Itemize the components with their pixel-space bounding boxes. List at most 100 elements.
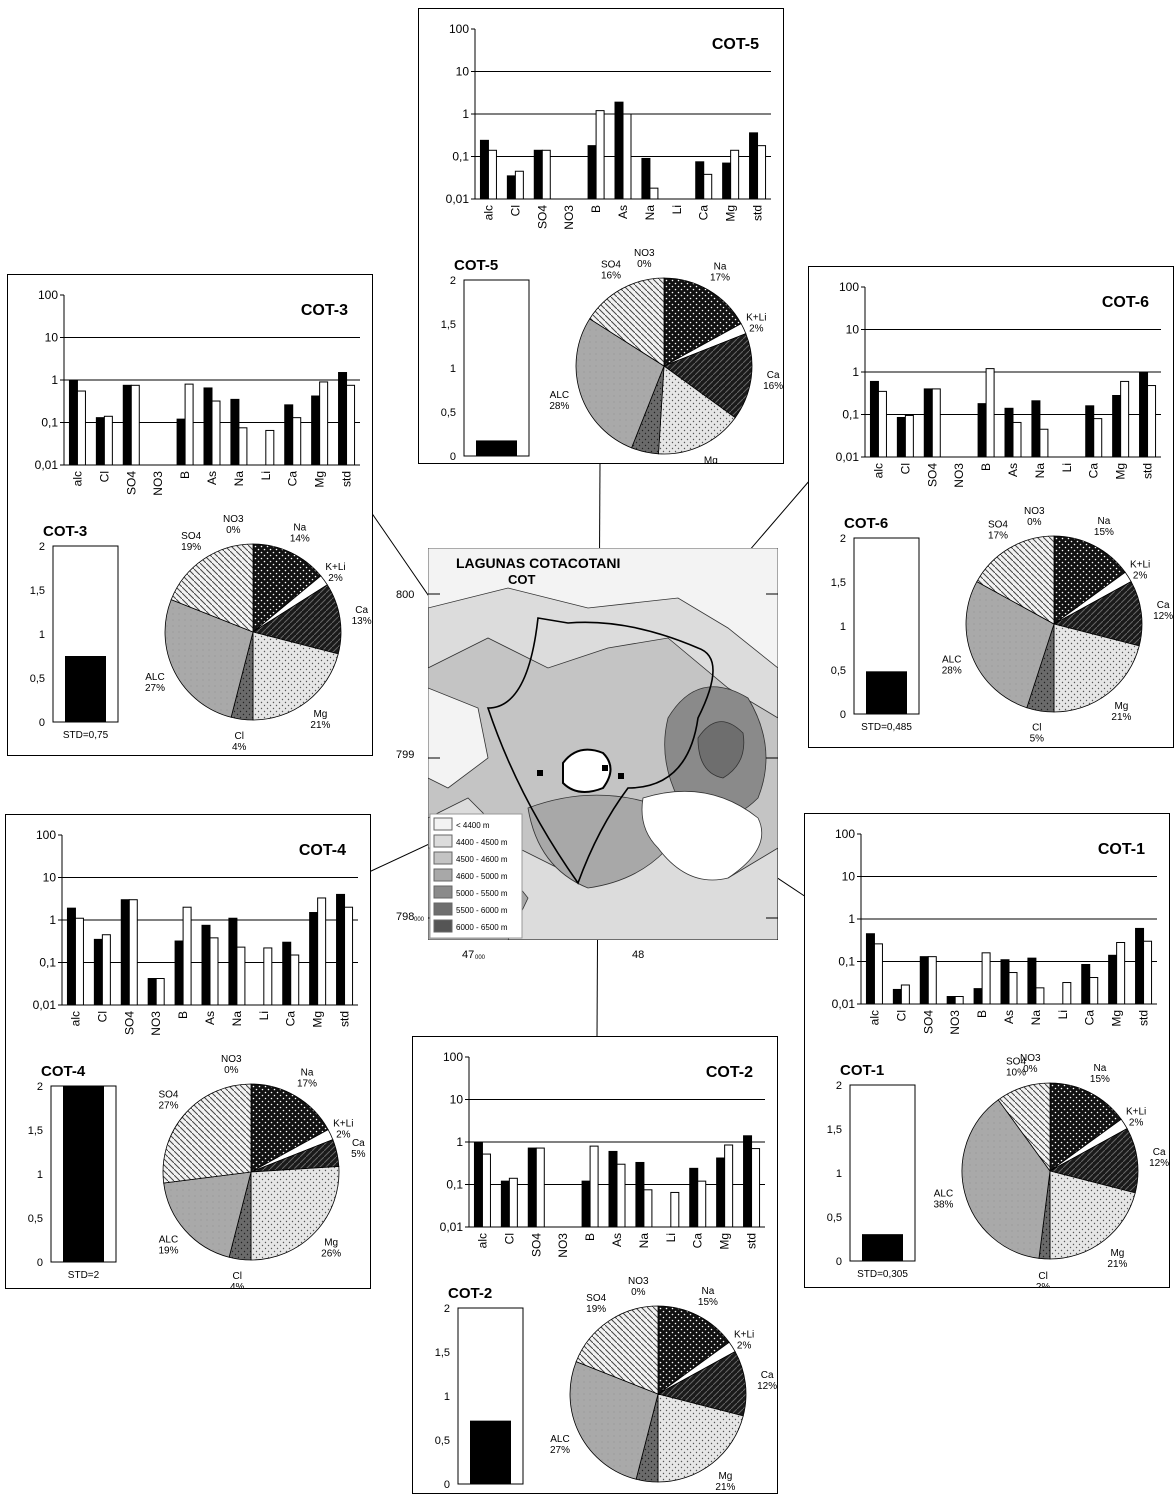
bar-measured [309,912,319,1006]
pie-slice-na [252,543,322,633]
pie-percent: 16% [763,381,783,392]
pie-percent: 21% [310,720,330,731]
pie-slice-ca [656,1351,747,1417]
pie-label: K+Li [325,562,345,573]
pie-label: SO4 [586,1293,606,1304]
x-tick-label: As [205,471,219,485]
map-y-label: 799 [396,749,414,761]
bar-measured [1135,927,1145,1005]
bar-model [703,173,713,200]
std-label: STD=0,305 [857,1269,908,1280]
legend-item: 4500 - 4600 m [456,855,508,864]
pie-slice-na [250,1083,329,1173]
y-tick-label: 10 [846,323,860,337]
bar-model [724,1144,734,1228]
bar-model [900,984,910,1005]
bar-model [1012,421,1022,458]
bar-model [209,937,219,1006]
bar-model [730,149,740,200]
std-tick-label: 0,5 [28,1213,43,1225]
y-tick-label: 0,01 [35,458,59,472]
x-tick-label: As [616,205,630,219]
pie-percent: 17% [988,530,1008,541]
bar-model [481,1153,491,1228]
y-tick-label: 10 [43,871,57,885]
pie-percent: 5% [1030,734,1045,745]
std-tick-label: 2 [444,1303,450,1315]
pie-label: ALC [159,1235,178,1246]
std-tick-label: 0 [836,1256,842,1268]
std-bar [866,671,907,714]
x-tick-label: NO3 [151,471,165,496]
y-tick-label: 0,01 [836,450,860,464]
bar-measured [93,938,103,1006]
bar-model [130,384,140,466]
legend-item: 4600 - 5000 m [456,872,508,881]
x-tick-label: Na [232,471,246,487]
y-tick-label: 100 [839,280,859,294]
std-tick-label: 1,5 [28,1125,43,1137]
pie-percent: 14% [290,533,310,544]
terrain-contour [697,721,745,779]
y-tick-label: 1 [49,913,56,927]
bar-measured [122,384,132,466]
bar-measured [581,1180,591,1228]
bar-model [954,996,964,1005]
bar-measured [1027,957,1037,1005]
bar-measured [973,988,983,1005]
pie-percent: 19% [181,542,201,553]
pie-percent: 0% [224,1065,239,1076]
pie-label: NO3 [628,1276,649,1287]
pie-slice-ca [252,584,342,655]
map-x-label-suffix: 000 [475,955,486,961]
pie-label: Cl [1038,1271,1047,1282]
bar-measured [689,1167,699,1228]
x-tick-label: B [589,205,603,213]
bar-model [589,1145,599,1228]
std-tick-label: 2 [37,1081,43,1093]
std-tick-label: 1,5 [435,1347,450,1359]
bar-model [184,383,194,466]
x-tick-label: B [975,1010,989,1018]
pie-percent: 0% [1027,517,1042,528]
std-label: STD=0,485 [861,722,912,733]
pie-label: Na [301,1067,314,1078]
pie-label: SO4 [158,1089,178,1100]
y-tick-label: 100 [443,1050,463,1064]
bar-model [101,934,111,1006]
pie-label: Mg [718,1471,732,1482]
x-tick-label: Li [664,1233,678,1242]
x-tick-label: alc [68,1011,82,1026]
bar-measured [865,933,875,1005]
pie-label: Na [1098,516,1111,527]
pie-percent: 2% [749,324,764,335]
x-tick-label: SO4 [122,1011,136,1035]
pie-slice-na [657,1305,730,1395]
y-tick-label: 0,01 [446,192,470,206]
bar-measured [919,956,929,1005]
bar-measured [1081,963,1091,1005]
bar-model [697,1180,707,1228]
x-tick-label: Ca [286,471,300,487]
bar-measured [946,996,956,1005]
std-label: STD=0,72 [468,1492,514,1493]
pie-percent: 4% [230,1282,245,1288]
bar-measured [716,1157,726,1228]
x-tick-label: Cl [894,1010,908,1021]
bar-measured [147,978,157,1006]
pie-label: NO3 [634,248,655,259]
pie-slice-ca [1048,1128,1139,1194]
std-tick-label: 1 [444,1391,450,1403]
bar-measured [230,398,240,466]
std-bar [476,440,517,456]
pie-percent: 16% [601,271,621,282]
pie-slice-so4 [170,543,254,633]
y-tick-label: 0,1 [41,416,58,430]
std-tick-label: 0 [37,1257,43,1269]
bar-measured [1085,405,1095,458]
bar-model [1093,418,1103,458]
bar-model [1120,380,1130,458]
pie-slice-mg [1053,623,1140,713]
pie-slice-so4 [589,277,665,367]
